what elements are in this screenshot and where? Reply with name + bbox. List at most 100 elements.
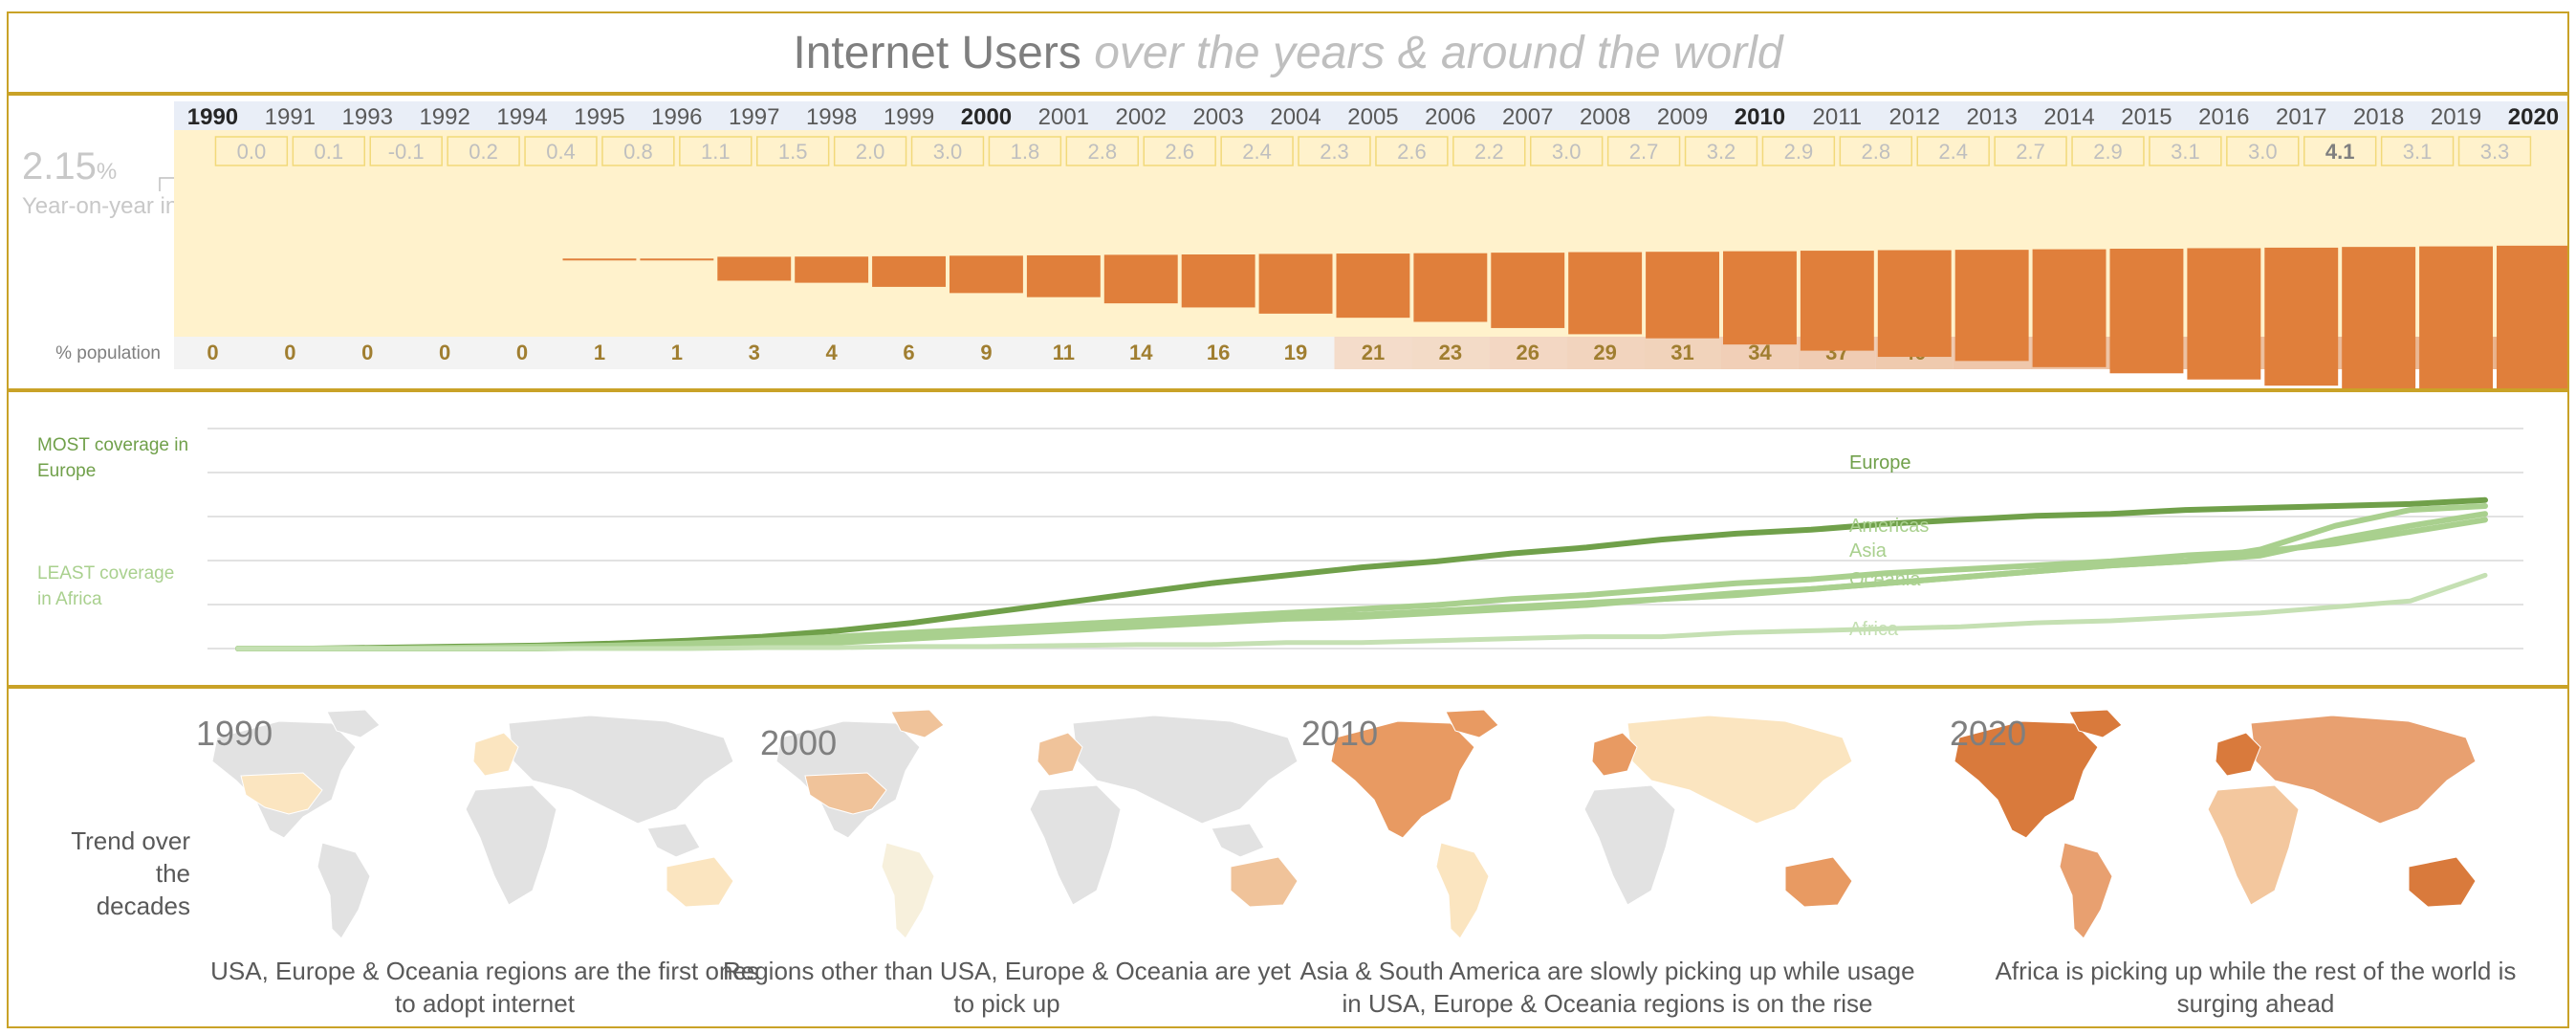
yoy-box (1994, 136, 2067, 166)
map-year-1990: 1990 (196, 714, 273, 753)
yoy-value: 3.1 (2171, 140, 2200, 164)
yoy-box (1530, 136, 1604, 166)
yoy-box (1220, 136, 1294, 166)
series-label-africa: Africa (1849, 619, 1899, 640)
series-line-europe (235, 496, 2488, 651)
year-label: 2008 (1580, 104, 1630, 130)
headline-stat: 2.15% (22, 145, 117, 188)
population-value: 21 (1362, 341, 1385, 364)
series-label-americas: Americas (1849, 516, 1929, 537)
world-map-2000 (775, 709, 1299, 939)
yoy-box (2226, 136, 2300, 166)
year-label: 2016 (2198, 104, 2249, 130)
year-label: 2007 (1502, 104, 1553, 130)
year-label: 1998 (806, 104, 857, 130)
population-value: 6 (903, 341, 914, 364)
year-label: 2009 (1657, 104, 1708, 130)
year-label: 2010 (1735, 104, 1785, 130)
yoy-value: 2.6 (1397, 140, 1427, 164)
year-label: 1997 (729, 104, 779, 130)
year-label: 2006 (1425, 104, 1475, 130)
map-caption-1990: USA, Europe & Oceania regions are the fi… (210, 957, 759, 1018)
title-main: Internet Users (793, 28, 1081, 78)
trend-row-label: Trend over the decades (71, 826, 190, 920)
population-value: 1 (671, 341, 683, 364)
population-bar (872, 255, 946, 287)
yoy-value: 2.7 (1629, 140, 1659, 164)
yoy-box (2380, 136, 2455, 166)
yoy-box (292, 136, 366, 166)
yoy-value: 4.1 (2325, 140, 2355, 164)
year-label: 2015 (2121, 104, 2172, 130)
map-caption-2020: Africa is picking up while the rest of t… (1995, 957, 2517, 1018)
population-cell (1566, 337, 1645, 369)
population-row-label: % population (55, 343, 161, 363)
population-bar (2419, 246, 2493, 388)
population-bar (717, 256, 792, 281)
population-bar (1723, 251, 1797, 345)
population-value: 31 (1670, 341, 1693, 364)
yoy-box (1684, 136, 1758, 166)
population-bar (1103, 254, 1178, 304)
yoy-value: 0.0 (237, 140, 267, 164)
yoy-box (524, 136, 598, 166)
yoy-box (833, 136, 907, 166)
population-bar (1026, 254, 1101, 297)
year-label: 2005 (1347, 104, 1398, 130)
population-bar (1877, 250, 1952, 358)
population-bar (2032, 249, 2107, 367)
year-label: 2000 (961, 104, 1012, 130)
year-label: 2018 (2353, 104, 2404, 130)
population-value: 14 (1129, 341, 1153, 364)
yoy-box (447, 136, 520, 166)
yoy-box (214, 136, 289, 166)
yoy-box (1065, 136, 1139, 166)
population-value: 11 (1053, 341, 1075, 364)
yoy-value: 2.9 (2093, 140, 2123, 164)
population-value: 29 (1593, 341, 1616, 364)
year-header-band (174, 101, 2567, 130)
population-value: 9 (980, 341, 992, 364)
map-year-2020: 2020 (1950, 714, 2027, 753)
yoy-box (2303, 136, 2377, 166)
yoy-box (988, 136, 1062, 166)
population-bar (2187, 248, 2261, 380)
yoy-box (1143, 136, 1216, 166)
yoy-value: 2.9 (1784, 140, 1814, 164)
yoy-box (679, 136, 753, 166)
population-bar (640, 258, 714, 261)
yoy-value: 2.0 (856, 140, 885, 164)
population-value: 3 (749, 341, 760, 364)
population-value: 16 (1207, 341, 1230, 364)
yoy-box (756, 136, 830, 166)
yoy-value: -0.1 (388, 140, 425, 164)
yoy-value: 3.1 (2403, 140, 2433, 164)
population-cell (1411, 337, 1490, 369)
yoy-box (1452, 136, 1526, 166)
yoy-box (2149, 136, 2222, 166)
yoy-value: 1.8 (1011, 140, 1040, 164)
headline-value: 2.15 (22, 145, 97, 187)
population-value: 34 (1748, 341, 1772, 364)
year-label: 2011 (1813, 104, 1863, 130)
least-coverage-note: LEAST coverage in Africa (37, 563, 175, 609)
yoy-value: 2.4 (1242, 140, 1272, 164)
population-bar (562, 258, 637, 261)
yoy-value: 0.4 (546, 140, 576, 164)
population-bar (2109, 249, 2184, 374)
yoy-value: 3.0 (933, 140, 963, 164)
yoy-value: 0.2 (469, 140, 498, 164)
population-bar (2264, 247, 2339, 386)
yoy-value: 3.3 (2480, 140, 2510, 164)
population-bar (795, 256, 869, 283)
world-map-1990 (211, 709, 734, 939)
series-line-africa (235, 572, 2488, 651)
yoy-value: 0.1 (315, 140, 344, 164)
population-bar (1413, 253, 1488, 322)
series-label-europe: Europe (1849, 452, 1911, 473)
year-label: 2017 (2276, 104, 2326, 130)
yoy-box (1606, 136, 1681, 166)
population-bar (2342, 247, 2416, 388)
yoy-value: 0.8 (623, 140, 653, 164)
year-label: 1993 (342, 104, 393, 130)
